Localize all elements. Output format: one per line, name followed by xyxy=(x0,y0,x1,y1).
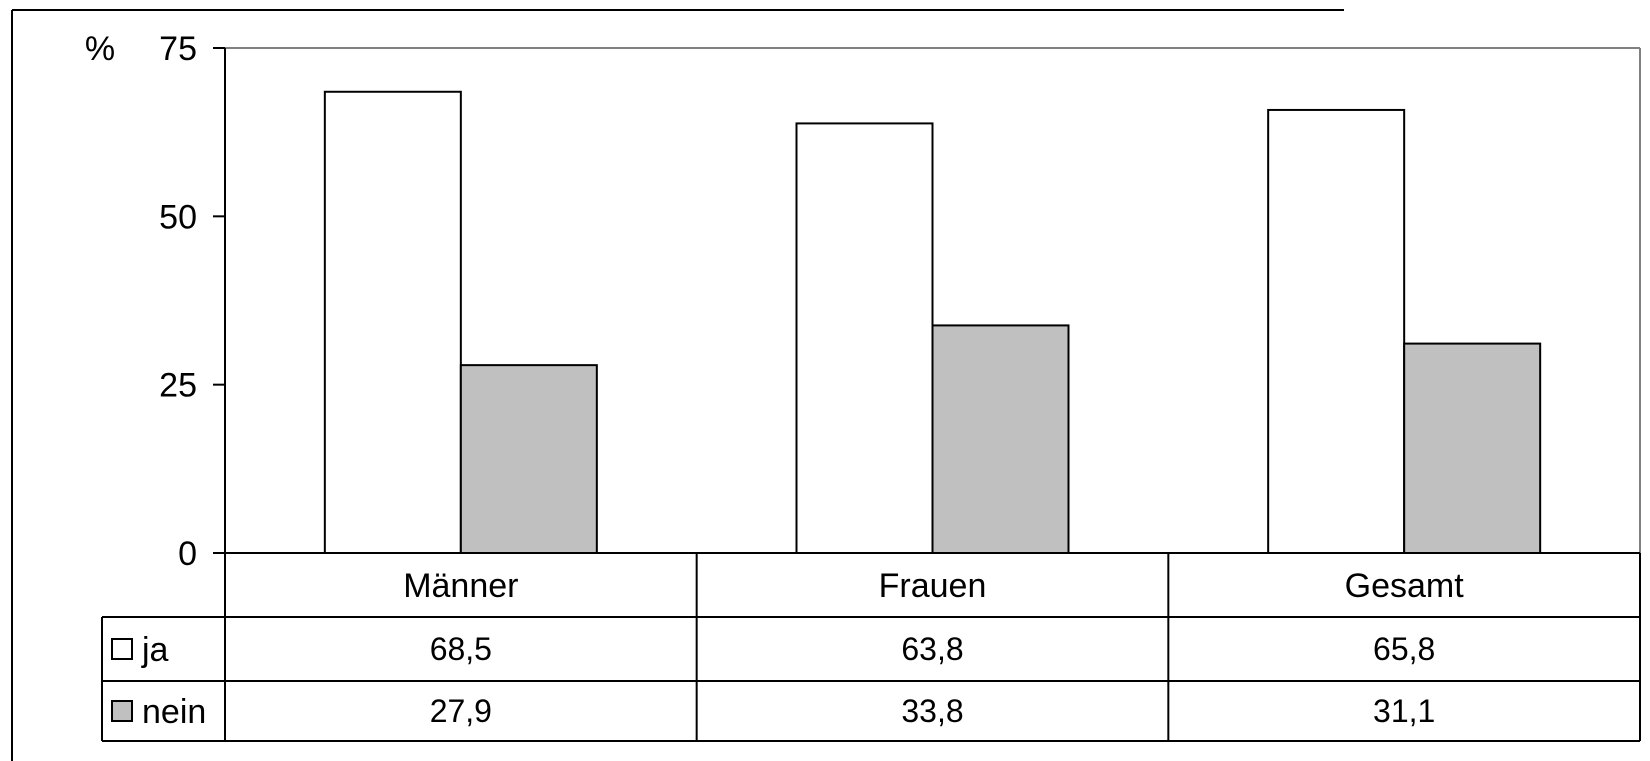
data-table: Männer Frauen Gesamt ja 68,5 63,8 65,8 nein 27,9… xyxy=(101,553,1641,742)
y-axis: 0 25 50 75 xyxy=(159,30,226,573)
table-value-ja: 68,5 xyxy=(430,631,492,667)
x-category-label: Männer xyxy=(403,567,518,605)
y-axis-unit-label: % xyxy=(85,30,115,68)
table-value-nein: 31,1 xyxy=(1373,693,1435,729)
legend-swatch-ja xyxy=(111,638,133,660)
bar-nein-Gesamt xyxy=(1403,342,1542,554)
legend-swatch-nein xyxy=(111,700,133,722)
legend-label-ja: ja xyxy=(141,631,169,669)
table-value-ja: 63,8 xyxy=(901,631,963,667)
table-value-nein: 33,8 xyxy=(901,693,963,729)
y-tick-label: 0 xyxy=(178,535,197,573)
bar-nein-Frauen xyxy=(931,324,1070,554)
legend-label-nein: nein xyxy=(142,693,206,731)
bars xyxy=(213,90,1640,555)
table-value-nein: 27,9 xyxy=(430,693,492,729)
plot-area xyxy=(225,47,1641,553)
x-category-label: Gesamt xyxy=(1345,567,1465,605)
y-tick-label: 75 xyxy=(159,30,197,68)
table-value-ja: 65,8 xyxy=(1373,631,1435,667)
bar-ja-Frauen xyxy=(795,122,934,554)
bar-nein-Männer xyxy=(459,364,598,555)
y-tick-label: 50 xyxy=(159,198,197,236)
y-tick-label: 25 xyxy=(159,367,197,405)
bar-ja-Gesamt xyxy=(1267,108,1406,555)
bar-ja-Männer xyxy=(323,90,462,555)
x-category-label: Frauen xyxy=(879,567,987,605)
